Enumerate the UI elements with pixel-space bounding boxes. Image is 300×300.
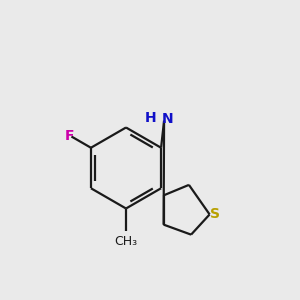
Text: F: F: [65, 129, 75, 142]
Text: CH₃: CH₃: [114, 235, 138, 248]
Text: H: H: [145, 111, 156, 125]
Text: S: S: [210, 207, 220, 221]
Text: N: N: [162, 112, 173, 126]
